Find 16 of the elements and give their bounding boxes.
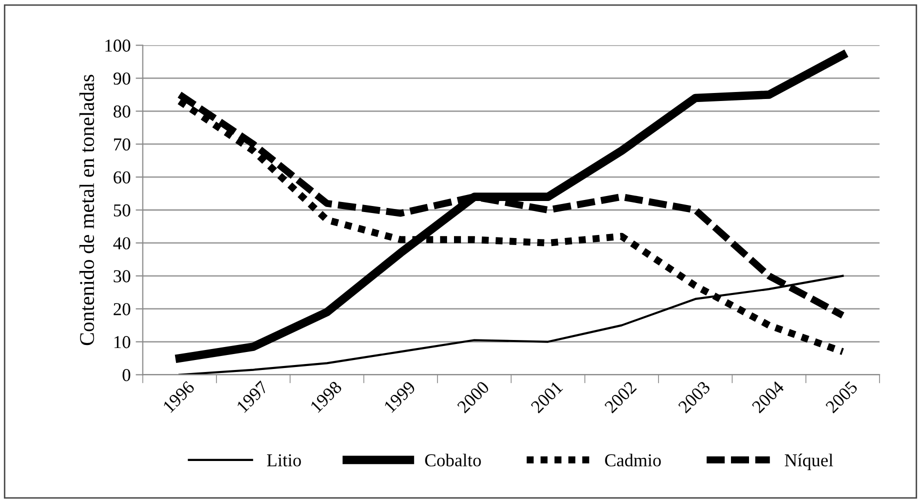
legend-label: Cobalto xyxy=(425,454,481,466)
y-axis-title: Contenido de metal en toneladas xyxy=(79,74,94,346)
y-tick-label: 20 xyxy=(114,303,130,316)
y-tick-label: 100 xyxy=(105,40,130,52)
y-tick-label: 80 xyxy=(114,105,130,118)
y-tick-label: 90 xyxy=(113,72,130,85)
y-tick-label: 70 xyxy=(114,138,130,151)
y-tick-label: 40 xyxy=(113,237,130,250)
legend-label: Litio xyxy=(267,454,301,466)
legend-label: Cadmio xyxy=(605,454,661,466)
y-tick-label: 30 xyxy=(114,270,130,282)
legend-label: Níquel xyxy=(784,454,834,470)
y-tick-label: 60 xyxy=(114,171,130,184)
y-tick-label: 50 xyxy=(114,204,130,216)
y-tick-label: 0 xyxy=(122,368,130,382)
y-tick-label: 10 xyxy=(114,336,130,348)
